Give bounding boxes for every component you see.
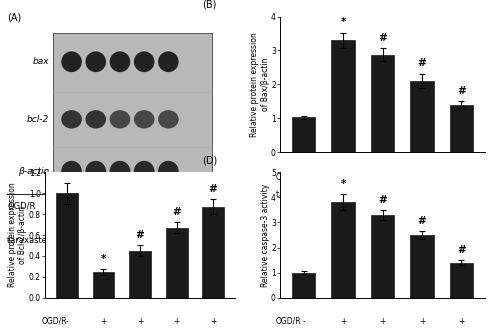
Text: #: # [136, 230, 144, 240]
Text: (B): (B) [202, 0, 216, 10]
Y-axis label: Relative caspase-3 activity: Relative caspase-3 activity [260, 183, 270, 287]
Text: #: # [378, 33, 387, 43]
Text: #: # [457, 245, 466, 255]
Bar [331, 40, 355, 152]
Text: +: + [340, 317, 346, 326]
Text: -: - [66, 317, 68, 326]
Text: *: * [101, 254, 106, 263]
Bar [450, 105, 473, 152]
Text: taraxasterol (μM) -: taraxasterol (μM) - [7, 236, 86, 245]
Bar [56, 193, 78, 298]
Ellipse shape [134, 161, 154, 182]
Text: (D): (D) [202, 156, 218, 166]
Text: bcl-2: bcl-2 [27, 115, 49, 124]
Ellipse shape [158, 161, 178, 182]
Text: -: - [302, 317, 305, 326]
Text: 10: 10 [456, 190, 466, 199]
Text: #: # [418, 58, 426, 68]
Y-axis label: Relative protein expression
of Bax/β-actin: Relative protein expression of Bax/β-act… [250, 32, 270, 137]
FancyBboxPatch shape [54, 33, 212, 188]
Ellipse shape [62, 161, 82, 182]
Text: +: + [164, 201, 171, 210]
Text: (A): (A) [7, 13, 22, 23]
Text: +: + [418, 172, 425, 182]
Text: OGD/R: OGD/R [7, 201, 36, 210]
Text: #: # [208, 184, 218, 194]
Ellipse shape [134, 51, 154, 72]
Text: 5: 5 [140, 236, 146, 245]
Ellipse shape [110, 161, 130, 182]
Text: +: + [340, 172, 346, 182]
Text: taraxasterol (μM) -: taraxasterol (μM) - [276, 190, 348, 199]
Bar [370, 55, 394, 152]
Text: +: + [137, 317, 143, 326]
Text: OGD/R: OGD/R [276, 172, 301, 182]
Text: OGD/R: OGD/R [276, 317, 301, 326]
Text: #: # [172, 208, 181, 217]
Bar [410, 235, 434, 298]
Text: OGD/R: OGD/R [42, 317, 67, 326]
Text: 2.5: 2.5 [376, 190, 389, 199]
Text: #: # [418, 216, 426, 226]
Text: +: + [380, 172, 386, 182]
Bar [410, 81, 434, 152]
Text: 2.5: 2.5 [112, 236, 127, 245]
Text: +: + [210, 317, 216, 326]
Text: +: + [380, 317, 386, 326]
Ellipse shape [134, 110, 154, 128]
Text: +: + [418, 317, 425, 326]
Ellipse shape [62, 51, 82, 72]
Text: -: - [70, 236, 72, 245]
Bar [450, 263, 473, 298]
Text: 10: 10 [162, 236, 173, 245]
Ellipse shape [110, 110, 130, 128]
Bar [370, 215, 394, 298]
Bar [129, 251, 151, 298]
Text: -: - [70, 201, 72, 210]
Text: bax: bax [32, 57, 49, 66]
Y-axis label: Relative protein expression
of Bcl-2/β-actin: Relative protein expression of Bcl-2/β-a… [8, 183, 28, 287]
Text: -: - [342, 190, 344, 199]
Bar [166, 228, 188, 298]
Text: 5: 5 [420, 190, 424, 199]
Ellipse shape [86, 161, 106, 182]
Text: #: # [457, 86, 466, 96]
Text: +: + [92, 201, 98, 210]
Text: *: * [340, 179, 346, 189]
Text: -: - [302, 190, 305, 199]
Text: -: - [94, 236, 96, 245]
Text: -: - [302, 172, 305, 182]
Ellipse shape [62, 110, 82, 128]
Bar [292, 117, 316, 152]
Text: +: + [174, 317, 180, 326]
Text: +: + [116, 201, 123, 210]
Text: +: + [458, 317, 464, 326]
Bar [202, 207, 224, 298]
Ellipse shape [158, 110, 178, 128]
Ellipse shape [110, 51, 130, 72]
Bar [92, 272, 114, 298]
Ellipse shape [158, 51, 178, 72]
Text: +: + [458, 172, 464, 182]
Text: +: + [100, 317, 106, 326]
Bar [331, 202, 355, 298]
Bar [292, 273, 316, 298]
Ellipse shape [86, 110, 106, 128]
Text: +: + [140, 201, 147, 210]
Ellipse shape [86, 51, 106, 72]
Text: #: # [378, 195, 387, 205]
Text: *: * [340, 18, 346, 27]
Text: β-actin: β-actin [18, 167, 49, 176]
